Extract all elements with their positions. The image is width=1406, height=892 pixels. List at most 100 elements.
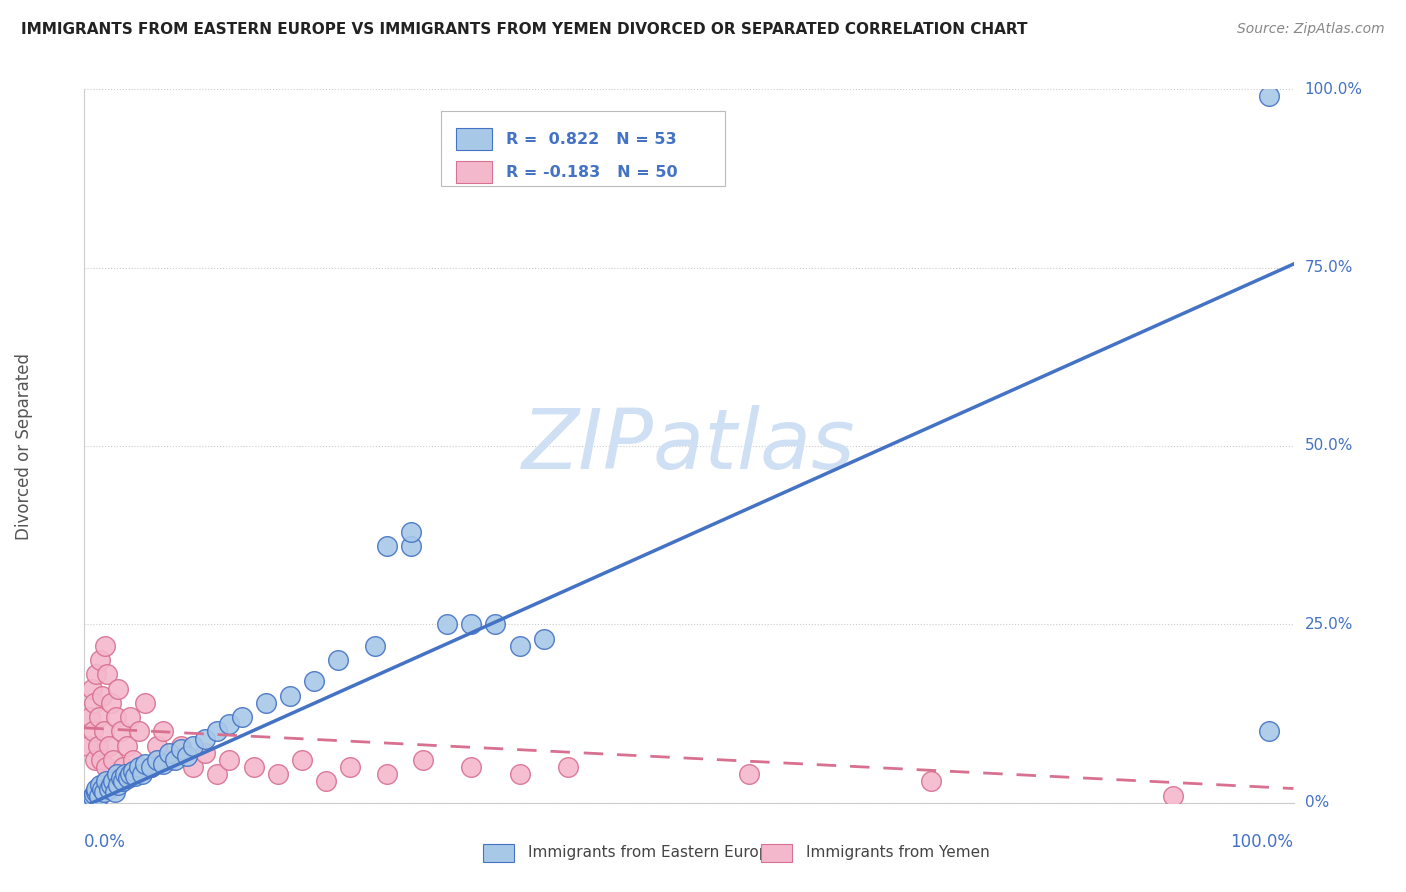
- Point: [557, 760, 579, 774]
- Text: 100.0%: 100.0%: [1305, 82, 1362, 96]
- Text: Immigrants from Yemen: Immigrants from Yemen: [806, 846, 990, 860]
- Point: [920, 774, 942, 789]
- Point: [163, 753, 186, 767]
- Point: [139, 760, 162, 774]
- Bar: [441, 111, 725, 186]
- Point: [460, 617, 482, 632]
- Point: [128, 760, 150, 774]
- Point: [93, 785, 115, 799]
- Point: [152, 724, 174, 739]
- Point: [375, 767, 398, 781]
- Point: [84, 753, 107, 767]
- Point: [254, 696, 277, 710]
- Point: [103, 753, 125, 767]
- Text: R =  0.822   N = 53: R = 0.822 N = 53: [506, 132, 676, 146]
- Text: 75.0%: 75.0%: [1305, 260, 1353, 275]
- Point: [110, 724, 132, 739]
- Point: [170, 739, 193, 753]
- Point: [77, 739, 100, 753]
- Point: [96, 667, 118, 681]
- Point: [218, 753, 240, 767]
- Point: [79, 710, 101, 724]
- Point: [131, 767, 153, 781]
- Point: [82, 724, 104, 739]
- Point: [139, 760, 162, 774]
- Bar: [456, 161, 492, 184]
- Point: [104, 710, 127, 724]
- Point: [112, 774, 135, 789]
- Text: IMMIGRANTS FROM EASTERN EUROPE VS IMMIGRANTS FROM YEMEN DIVORCED OR SEPARATED CO: IMMIGRANTS FROM EASTERN EUROPE VS IMMIGR…: [21, 22, 1028, 37]
- Point: [157, 746, 180, 760]
- Point: [399, 524, 422, 539]
- Point: [176, 749, 198, 764]
- Point: [120, 710, 142, 724]
- Point: [218, 717, 240, 731]
- Point: [509, 639, 531, 653]
- Point: [121, 764, 143, 778]
- Point: [181, 760, 204, 774]
- Point: [93, 724, 115, 739]
- Text: 100.0%: 100.0%: [1230, 833, 1294, 851]
- Point: [97, 781, 120, 796]
- Text: Source: ZipAtlas.com: Source: ZipAtlas.com: [1237, 22, 1385, 37]
- Point: [114, 767, 136, 781]
- Point: [100, 696, 122, 710]
- Point: [120, 767, 142, 781]
- Point: [146, 753, 169, 767]
- Point: [399, 539, 422, 553]
- Point: [79, 792, 101, 806]
- Point: [533, 632, 555, 646]
- Point: [97, 739, 120, 753]
- Text: 50.0%: 50.0%: [1305, 439, 1353, 453]
- Point: [110, 771, 132, 785]
- Point: [302, 674, 325, 689]
- Text: 0.0%: 0.0%: [84, 833, 127, 851]
- Point: [460, 760, 482, 774]
- Point: [86, 667, 108, 681]
- Point: [1258, 89, 1281, 103]
- Text: ZIPatlas: ZIPatlas: [522, 406, 856, 486]
- Point: [170, 742, 193, 756]
- Point: [146, 739, 169, 753]
- Point: [94, 760, 117, 774]
- Point: [117, 771, 139, 785]
- Point: [231, 710, 253, 724]
- Point: [86, 739, 108, 753]
- Point: [194, 731, 217, 746]
- Point: [105, 767, 128, 781]
- Point: [412, 753, 434, 767]
- Point: [112, 760, 135, 774]
- Point: [83, 696, 105, 710]
- Text: 25.0%: 25.0%: [1305, 617, 1353, 632]
- Point: [89, 778, 111, 792]
- Point: [86, 781, 108, 796]
- Bar: [456, 128, 492, 151]
- Point: [1161, 789, 1184, 803]
- Point: [107, 681, 129, 696]
- Point: [509, 767, 531, 781]
- Point: [89, 653, 111, 667]
- Point: [134, 696, 156, 710]
- Point: [291, 753, 314, 767]
- Point: [103, 774, 125, 789]
- Point: [115, 739, 138, 753]
- Point: [124, 769, 146, 783]
- Bar: [484, 844, 513, 862]
- Point: [328, 653, 350, 667]
- Text: Divorced or Separated: Divorced or Separated: [15, 352, 32, 540]
- Point: [104, 785, 127, 799]
- Point: [134, 756, 156, 771]
- Text: R = -0.183   N = 50: R = -0.183 N = 50: [506, 164, 678, 179]
- Point: [1258, 724, 1281, 739]
- Point: [128, 724, 150, 739]
- Point: [80, 681, 103, 696]
- Bar: [762, 844, 792, 862]
- Point: [207, 724, 229, 739]
- Point: [107, 778, 129, 792]
- Point: [315, 774, 337, 789]
- Point: [375, 539, 398, 553]
- Point: [91, 689, 114, 703]
- Point: [121, 753, 143, 767]
- Point: [339, 760, 361, 774]
- Point: [278, 689, 301, 703]
